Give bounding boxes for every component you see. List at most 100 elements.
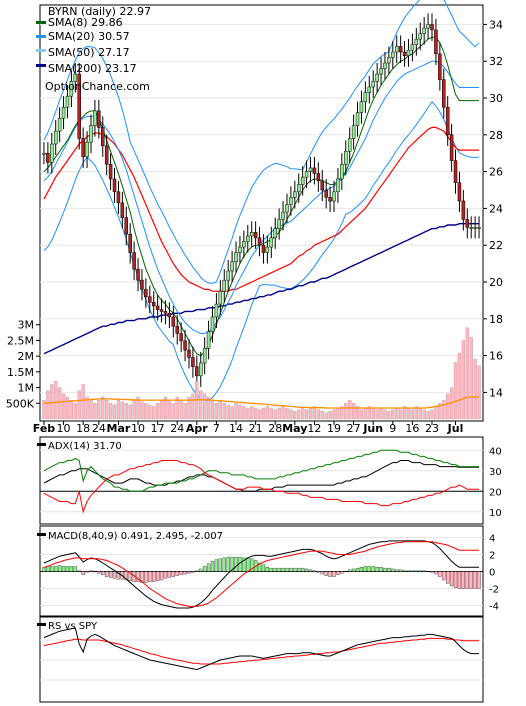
volume-bar: [128, 404, 132, 420]
volume-bar: [101, 396, 105, 420]
adx-series-line: [43, 460, 479, 492]
volume-bar: [324, 412, 328, 420]
adx-tick-label: 10: [489, 508, 502, 519]
adx-panel: 10 20 30 40 ADX(14) 31.70: [37, 436, 502, 525]
volume-bar: [246, 407, 250, 420]
x-tick-label: 19: [327, 422, 341, 435]
candle-body: [347, 138, 352, 152]
rs-line: [43, 627, 479, 671]
volume-bar: [285, 407, 289, 420]
macd-histogram-bar: [348, 569, 352, 572]
x-tick-label: Jul: [447, 422, 464, 435]
candle-body: [336, 178, 340, 193]
candle-body: [65, 95, 70, 108]
volume-bar: [167, 399, 172, 420]
candle-body: [85, 141, 89, 158]
candle-body: [477, 227, 481, 229]
volume-bar: [422, 409, 426, 420]
x-tick-label: Feb: [33, 422, 56, 435]
volume-bar: [395, 407, 399, 420]
candle-body: [206, 331, 211, 349]
volume-bar: [46, 390, 50, 420]
candle-body: [434, 29, 438, 55]
candle-body: [253, 232, 258, 239]
volume-bar: [434, 406, 438, 420]
macd-histogram-bar: [324, 571, 328, 576]
candle-body: [140, 279, 144, 290]
volume-bar: [152, 406, 156, 420]
macd-histogram-bar: [461, 571, 466, 589]
macd-histogram-bar: [73, 566, 77, 572]
candle-body: [473, 227, 477, 229]
volume-bar: [414, 406, 418, 420]
macd-tick-label: 4: [489, 534, 495, 545]
sma-lines: [43, 36, 479, 357]
x-tick-label: 21: [249, 422, 263, 435]
x-tick-label: 14: [229, 422, 243, 435]
volume-bar: [140, 401, 144, 420]
volume-bar: [273, 409, 277, 420]
volume-tick-label: 3M: [18, 319, 35, 332]
candle-body: [340, 163, 344, 180]
candle-body: [367, 86, 372, 93]
legend-sma200: SMA(200) 23.17: [48, 62, 137, 75]
volume-tick-label: 1.5M: [7, 366, 34, 379]
macd-histogram-bar: [69, 566, 74, 572]
candle-body: [81, 138, 85, 158]
macd-histogram-bar: [242, 557, 246, 572]
legend-sma8: SMA(8) 29.86: [48, 16, 123, 29]
volume-bar: [191, 393, 195, 420]
macd-panel: -4 -2 0 2 4 MACD(8,40,9) 0.491, 2.495, -2.00…: [37, 525, 499, 617]
macd-histogram-bar: [214, 559, 219, 572]
volume-bar: [328, 410, 332, 420]
adx-tick-label: 20: [489, 487, 502, 498]
price-tick-label: 28: [489, 129, 503, 142]
macd-histogram-bar: [304, 568, 309, 572]
x-tick-label: 24: [170, 422, 184, 435]
macd-histogram-bar: [438, 571, 442, 577]
macd-histogram-bar: [402, 570, 407, 572]
candle-body: [191, 357, 195, 367]
volume-bars: [42, 327, 481, 420]
volume-bar: [461, 340, 466, 420]
macd-histogram-bar: [430, 571, 434, 573]
volume-bar: [206, 396, 211, 420]
macd-histogram-bar: [140, 571, 144, 583]
macd-histogram-bar: [85, 571, 89, 573]
volume-bar: [124, 403, 128, 420]
volume-bar: [457, 352, 462, 420]
candle-body: [375, 73, 379, 82]
macd-histogram-bar: [398, 569, 403, 572]
rs-ma-line: [43, 637, 479, 665]
volume-bar: [148, 404, 152, 420]
macd-histogram-bar: [359, 567, 364, 572]
candle-body: [234, 252, 238, 263]
macd-histogram-bar: [363, 566, 368, 572]
volume-bar: [234, 403, 238, 420]
macd-histogram-bar: [469, 571, 473, 589]
volume-bar: [336, 407, 340, 420]
price-tick-label: 22: [489, 239, 503, 252]
macd-histogram-bar: [375, 567, 379, 572]
candle-body: [202, 347, 207, 364]
volume-bar: [453, 362, 458, 420]
macd-histogram-bar: [320, 571, 324, 575]
macd-histogram-bar: [465, 571, 469, 589]
x-tick-label: 7: [213, 422, 220, 435]
candle-body: [312, 167, 317, 174]
candle-body: [132, 252, 136, 270]
candle-body: [214, 303, 219, 318]
volume-bar: [120, 401, 125, 420]
volume-tick-label: 2.5M: [7, 334, 34, 347]
volume-bar: [136, 396, 140, 420]
macd-histogram-bar: [418, 570, 422, 572]
candle-body: [257, 237, 262, 246]
macd-histogram-bar: [281, 567, 285, 572]
candle-body: [175, 325, 179, 334]
macd-histogram-bar: [105, 571, 109, 577]
candle-body: [273, 228, 277, 239]
volume-bar: [61, 393, 66, 420]
price-tick-label: 24: [489, 202, 503, 215]
volume-bar: [371, 407, 375, 420]
candle-body: [391, 51, 395, 58]
